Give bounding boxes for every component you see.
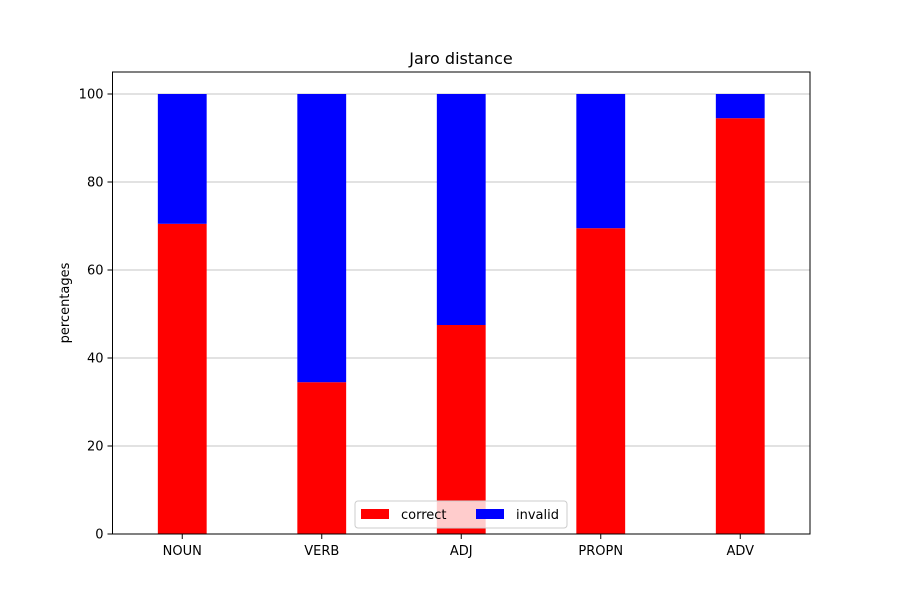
x-tick-label: NOUN — [163, 544, 202, 559]
legend-box — [354, 500, 568, 529]
bar-correct-adv — [715, 118, 765, 534]
legend-swatch-invalid — [476, 509, 504, 519]
y-tick-label: 0 — [95, 528, 103, 543]
y-axis-label: percentages — [58, 262, 73, 343]
bar-correct-noun — [157, 223, 207, 535]
bar-invalid-noun — [157, 94, 207, 224]
bars — [157, 94, 765, 535]
x-tick-label: ADV — [726, 544, 754, 559]
bar-invalid-verb — [297, 94, 347, 383]
y-tick-label: 80 — [87, 176, 104, 191]
y-axis-ticks: 0 20 40 60 80 100 — [79, 88, 113, 543]
legend-swatch-correct — [361, 509, 389, 519]
x-tick-label: VERB — [304, 544, 339, 559]
legend: correct invalid — [354, 500, 568, 529]
bar-correct-propn — [576, 228, 626, 534]
y-tick-label: 100 — [79, 88, 104, 103]
y-tick-label: 20 — [87, 440, 104, 455]
bar-correct-adj — [436, 325, 486, 534]
y-tick-label: 60 — [87, 264, 104, 279]
bar-invalid-propn — [576, 94, 626, 229]
y-tick-label: 40 — [87, 352, 104, 367]
chart-title: Jaro distance — [408, 49, 512, 68]
bar-correct-verb — [297, 382, 347, 534]
legend-label-invalid: invalid — [516, 508, 559, 523]
x-tick-label: PROPN — [578, 544, 623, 559]
legend-label-correct: correct — [401, 508, 447, 523]
bar-invalid-adv — [715, 94, 765, 119]
x-tick-label: ADJ — [450, 544, 473, 559]
bar-invalid-adj — [436, 94, 486, 325]
x-axis-ticks: NOUN VERB ADJ PROPN ADV — [163, 534, 754, 559]
